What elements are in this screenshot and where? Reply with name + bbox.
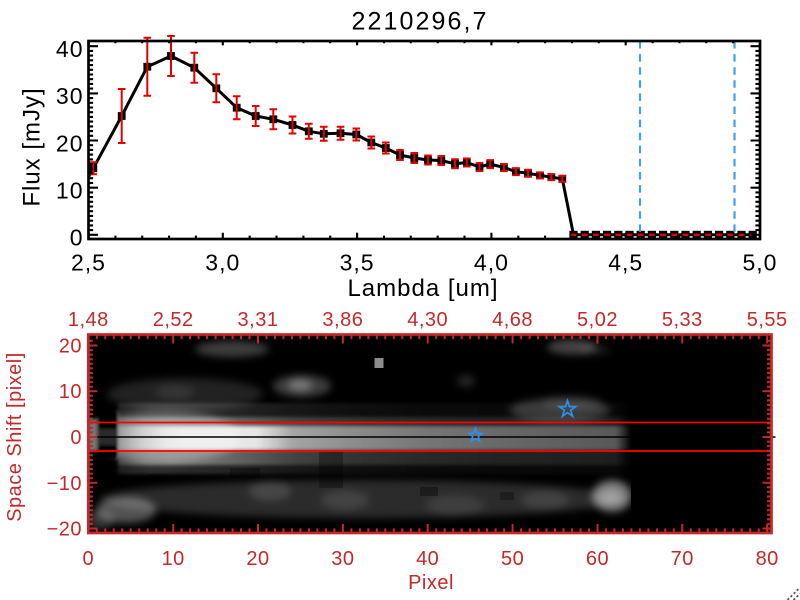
- svg-text:2210296,7: 2210296,7: [351, 8, 488, 36]
- svg-text:3,0: 3,0: [205, 250, 240, 276]
- svg-text:40: 40: [56, 36, 84, 62]
- svg-text:50: 50: [501, 548, 524, 570]
- svg-text:80: 80: [756, 548, 779, 570]
- svg-text:2,52: 2,52: [153, 309, 194, 331]
- svg-text:5,0: 5,0: [743, 250, 778, 276]
- svg-text:5,55: 5,55: [747, 309, 788, 331]
- svg-text:4,30: 4,30: [407, 309, 448, 331]
- svg-text:20: 20: [59, 336, 82, 358]
- svg-text:10: 10: [59, 381, 82, 403]
- svg-text:0: 0: [82, 548, 94, 570]
- svg-text:0: 0: [70, 225, 84, 251]
- svg-text:10: 10: [162, 548, 185, 570]
- svg-text:Flux [mJy]: Flux [mJy]: [19, 87, 46, 206]
- svg-text:4,0: 4,0: [474, 250, 509, 276]
- svg-text:30: 30: [56, 83, 84, 109]
- svg-text:Pixel: Pixel: [408, 572, 454, 594]
- svg-text:20: 20: [246, 548, 269, 570]
- svg-text:40: 40: [416, 548, 439, 570]
- svg-text:30: 30: [331, 548, 354, 570]
- svg-text:4,68: 4,68: [492, 309, 533, 331]
- svg-text:−10: −10: [47, 473, 82, 495]
- svg-text:Space Shift [pixel]: Space Shift [pixel]: [4, 352, 26, 522]
- svg-text:4,5: 4,5: [608, 250, 643, 276]
- svg-text:70: 70: [671, 548, 694, 570]
- svg-text:−20: −20: [47, 519, 82, 541]
- svg-text:3,86: 3,86: [322, 309, 363, 331]
- svg-text:5,33: 5,33: [662, 309, 703, 331]
- svg-text:3,5: 3,5: [340, 250, 375, 276]
- svg-text:2,5: 2,5: [71, 250, 106, 276]
- svg-text:Lambda [um]: Lambda [um]: [347, 275, 498, 302]
- svg-text:10: 10: [56, 178, 84, 204]
- svg-text:3,31: 3,31: [238, 309, 279, 331]
- svg-text:60: 60: [586, 548, 609, 570]
- svg-text:1,48: 1,48: [68, 309, 109, 331]
- svg-text:20: 20: [56, 130, 84, 156]
- svg-text:0: 0: [70, 427, 82, 449]
- svg-text:5,02: 5,02: [577, 309, 618, 331]
